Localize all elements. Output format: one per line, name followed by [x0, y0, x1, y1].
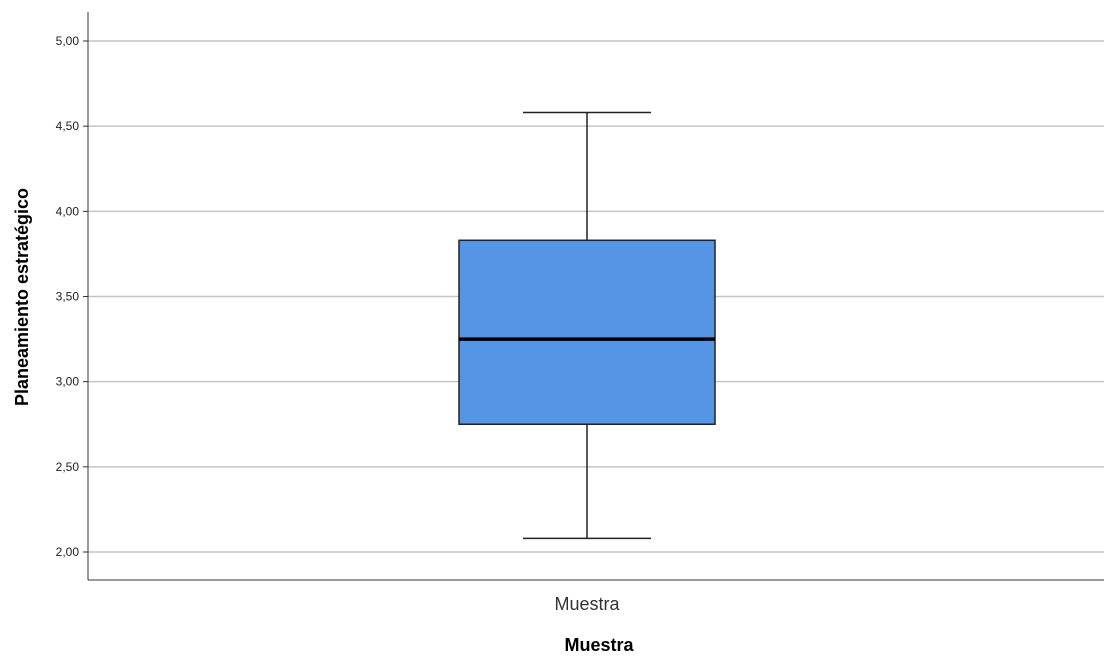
- y-tick-label: 5,00: [56, 34, 80, 48]
- y-axis-title: Planeamiento estratégico: [12, 188, 32, 406]
- y-tick-label: 3,50: [56, 290, 80, 304]
- box-layer: [458, 111, 716, 540]
- y-tick-label: 4,00: [56, 204, 80, 218]
- x-tick-labels: Muestra: [554, 594, 620, 614]
- y-tick-label: 4,50: [56, 119, 80, 133]
- y-tick-label: 3,00: [56, 375, 80, 389]
- axes: [87, 12, 1104, 581]
- x-axis-title: Muestra: [564, 635, 634, 655]
- y-tick-label: 2,50: [56, 460, 80, 474]
- x-tick-label: Muestra: [554, 594, 620, 614]
- iqr-box: [458, 239, 716, 425]
- y-tick-label: 2,00: [56, 545, 80, 559]
- y-tick-labels: 2,00 2,50 3,00 3,50 4,00 4,50 5,00: [56, 34, 88, 559]
